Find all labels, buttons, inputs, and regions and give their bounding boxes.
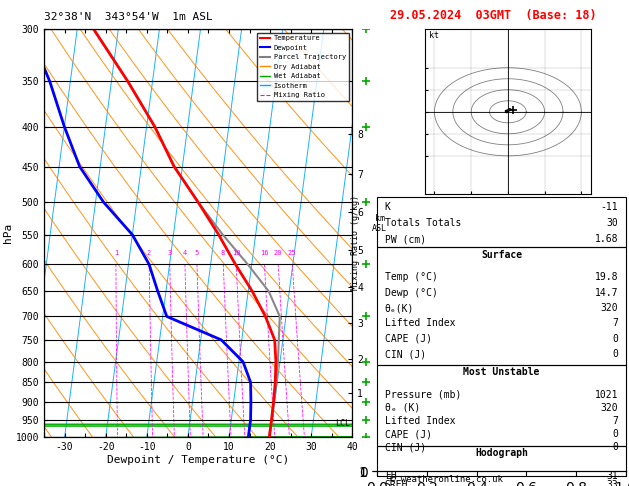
Text: LCL: LCL — [335, 419, 350, 428]
Text: 33: 33 — [606, 480, 618, 486]
Text: 16: 16 — [260, 250, 269, 257]
Text: Hodograph: Hodograph — [475, 448, 528, 458]
Legend: Temperature, Dewpoint, Parcel Trajectory, Dry Adiabat, Wet Adiabat, Isotherm, Mi: Temperature, Dewpoint, Parcel Trajectory… — [257, 33, 348, 101]
Text: 31: 31 — [606, 470, 618, 481]
Text: 8: 8 — [221, 250, 225, 257]
Text: 1: 1 — [114, 250, 118, 257]
Y-axis label: hPa: hPa — [3, 223, 13, 243]
X-axis label: Dewpoint / Temperature (°C): Dewpoint / Temperature (°C) — [107, 455, 289, 465]
Text: PW (cm): PW (cm) — [385, 234, 426, 244]
Text: 19.8: 19.8 — [595, 272, 618, 282]
Text: EH: EH — [385, 470, 397, 481]
Text: Pressure (mb): Pressure (mb) — [385, 390, 461, 399]
Text: CIN (J): CIN (J) — [385, 442, 426, 452]
Text: 4: 4 — [182, 250, 187, 257]
Text: Lifted Index: Lifted Index — [385, 416, 455, 426]
Text: Lifted Index: Lifted Index — [385, 318, 455, 329]
Text: CIN (J): CIN (J) — [385, 349, 426, 359]
Text: 0: 0 — [613, 429, 618, 439]
Text: © weatheronline.co.uk: © weatheronline.co.uk — [390, 474, 503, 484]
Text: Temp (°C): Temp (°C) — [385, 272, 438, 282]
Text: 1.68: 1.68 — [595, 234, 618, 244]
Text: 14.7: 14.7 — [595, 288, 618, 297]
Bar — [377, 197, 626, 247]
Text: 0: 0 — [613, 349, 618, 359]
Text: CAPE (J): CAPE (J) — [385, 429, 432, 439]
Text: K: K — [385, 203, 391, 212]
Text: θₑ(K): θₑ(K) — [385, 303, 415, 313]
Text: 0: 0 — [613, 442, 618, 452]
Text: 5: 5 — [195, 250, 199, 257]
Text: 1021: 1021 — [595, 390, 618, 399]
Text: 7: 7 — [613, 318, 618, 329]
Text: SREH: SREH — [385, 480, 408, 486]
Text: 30: 30 — [606, 218, 618, 228]
Text: 320: 320 — [601, 303, 618, 313]
Bar — [377, 446, 626, 476]
Text: 7: 7 — [613, 416, 618, 426]
Text: 3: 3 — [167, 250, 172, 257]
Text: kt: kt — [429, 31, 439, 40]
Text: CAPE (J): CAPE (J) — [385, 334, 432, 344]
Text: -11: -11 — [601, 203, 618, 212]
Text: 2: 2 — [147, 250, 151, 257]
Text: 32°38'N  343°54'W  1m ASL: 32°38'N 343°54'W 1m ASL — [44, 12, 213, 22]
Bar — [377, 247, 626, 364]
Text: Surface: Surface — [481, 250, 522, 260]
Text: 25: 25 — [287, 250, 296, 257]
Text: Mixing Ratio (g/kg): Mixing Ratio (g/kg) — [351, 195, 360, 291]
Y-axis label: km
ASL: km ASL — [372, 214, 387, 233]
Text: 10: 10 — [231, 250, 240, 257]
Text: Dewp (°C): Dewp (°C) — [385, 288, 438, 297]
Text: Most Unstable: Most Unstable — [464, 367, 540, 377]
Text: 20: 20 — [274, 250, 282, 257]
Text: θₑ (K): θₑ (K) — [385, 403, 420, 413]
Text: 320: 320 — [601, 403, 618, 413]
Text: Totals Totals: Totals Totals — [385, 218, 461, 228]
Bar — [377, 364, 626, 446]
Text: 29.05.2024  03GMT  (Base: 18): 29.05.2024 03GMT (Base: 18) — [390, 9, 596, 22]
Text: 0: 0 — [613, 334, 618, 344]
